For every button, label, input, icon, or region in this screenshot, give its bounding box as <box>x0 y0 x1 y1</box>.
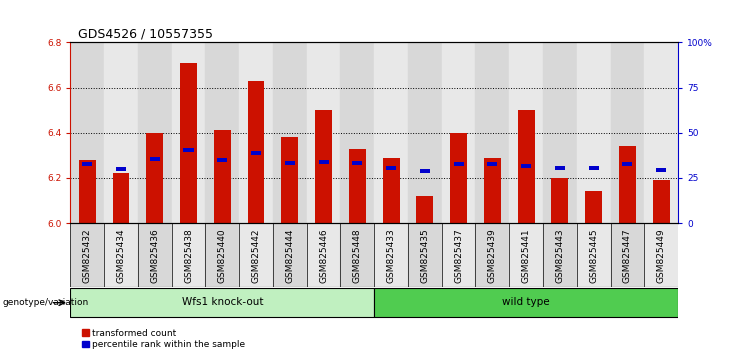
Text: GSM825432: GSM825432 <box>83 228 92 283</box>
FancyBboxPatch shape <box>374 288 678 317</box>
Bar <box>622 162 632 166</box>
Text: Wfs1 knock-out: Wfs1 knock-out <box>182 297 263 307</box>
Bar <box>484 158 501 223</box>
Bar <box>79 160 96 223</box>
Text: GSM825446: GSM825446 <box>319 228 328 283</box>
Text: wild type: wild type <box>502 297 550 307</box>
Text: GSM825434: GSM825434 <box>116 228 125 283</box>
Bar <box>307 42 340 223</box>
Bar <box>374 223 408 287</box>
Bar <box>382 158 399 223</box>
Bar <box>416 196 433 223</box>
Bar <box>138 223 172 287</box>
Text: GSM825443: GSM825443 <box>555 228 565 283</box>
Text: GSM825448: GSM825448 <box>353 228 362 283</box>
Bar <box>644 223 678 287</box>
Bar <box>653 180 670 223</box>
Bar <box>419 169 430 173</box>
Bar <box>340 223 374 287</box>
Bar <box>70 223 104 287</box>
Bar <box>611 42 644 223</box>
Bar <box>104 42 138 223</box>
Bar <box>205 223 239 287</box>
Bar <box>521 164 531 168</box>
Bar <box>138 42 172 223</box>
Text: GSM825435: GSM825435 <box>420 228 429 283</box>
Bar <box>307 223 340 287</box>
Bar <box>116 167 126 171</box>
Text: GSM825444: GSM825444 <box>285 228 294 282</box>
Bar <box>518 110 534 223</box>
Text: genotype/variation: genotype/variation <box>2 298 88 307</box>
Bar <box>205 42 239 223</box>
Bar <box>273 42 307 223</box>
Bar <box>82 162 93 166</box>
Text: GSM825447: GSM825447 <box>623 228 632 283</box>
Text: GSM825437: GSM825437 <box>454 228 463 283</box>
Bar <box>184 148 193 152</box>
Bar <box>251 151 261 155</box>
Bar <box>408 42 442 223</box>
Bar <box>374 42 408 223</box>
Bar <box>104 223 138 287</box>
Text: GSM825440: GSM825440 <box>218 228 227 283</box>
Bar <box>543 42 576 223</box>
Bar <box>476 42 509 223</box>
Bar <box>408 223 442 287</box>
Bar <box>386 166 396 170</box>
Bar <box>509 223 543 287</box>
Bar <box>113 173 130 223</box>
Bar <box>172 223 205 287</box>
Bar <box>543 223 576 287</box>
Bar <box>488 162 497 166</box>
Bar <box>247 81 265 223</box>
Bar <box>146 133 163 223</box>
Bar <box>352 161 362 165</box>
Bar <box>239 42 273 223</box>
Bar <box>476 223 509 287</box>
Text: GSM825439: GSM825439 <box>488 228 497 283</box>
Bar <box>172 42 205 223</box>
Bar <box>656 169 666 172</box>
Bar <box>588 166 599 170</box>
Bar <box>644 42 678 223</box>
Bar <box>282 137 298 223</box>
Bar <box>315 110 332 223</box>
Bar <box>180 63 197 223</box>
Legend: transformed count, percentile rank within the sample: transformed count, percentile rank withi… <box>82 329 245 349</box>
Text: GSM825433: GSM825433 <box>387 228 396 283</box>
Text: GSM825449: GSM825449 <box>657 228 665 283</box>
Bar <box>585 192 602 223</box>
Bar <box>576 42 611 223</box>
Bar <box>555 166 565 170</box>
Text: GSM825445: GSM825445 <box>589 228 598 283</box>
Bar <box>450 133 467 223</box>
Bar <box>453 162 464 166</box>
Bar <box>619 146 636 223</box>
Bar <box>214 131 230 223</box>
Bar <box>576 223 611 287</box>
Text: GDS4526 / 10557355: GDS4526 / 10557355 <box>78 28 213 41</box>
Bar <box>442 223 476 287</box>
Text: GSM825436: GSM825436 <box>150 228 159 283</box>
Bar <box>273 223 307 287</box>
Bar <box>150 157 160 161</box>
Bar <box>340 42 374 223</box>
FancyBboxPatch shape <box>70 288 374 317</box>
Bar <box>611 223 644 287</box>
Text: GSM825441: GSM825441 <box>522 228 531 283</box>
Text: GSM825438: GSM825438 <box>184 228 193 283</box>
Bar <box>285 161 295 165</box>
Text: GSM825442: GSM825442 <box>251 228 261 282</box>
Bar <box>239 223 273 287</box>
Bar <box>509 42 543 223</box>
Bar <box>70 42 104 223</box>
Bar <box>349 149 366 223</box>
Bar <box>217 158 227 162</box>
Bar <box>319 160 328 164</box>
Bar <box>551 178 568 223</box>
Bar <box>442 42 476 223</box>
